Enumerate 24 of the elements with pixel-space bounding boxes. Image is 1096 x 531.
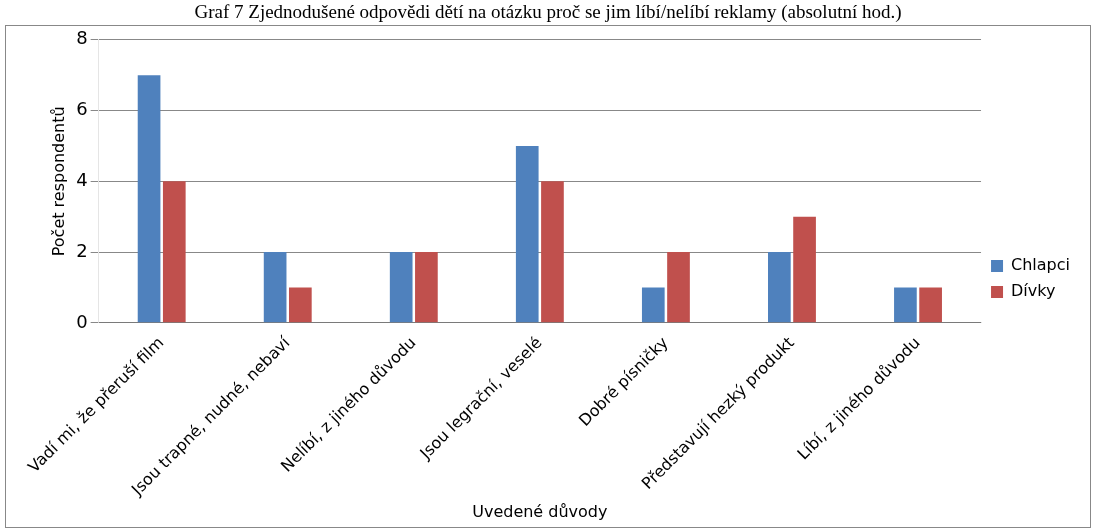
bar bbox=[137, 75, 161, 323]
bar bbox=[162, 181, 186, 323]
bar bbox=[263, 252, 287, 323]
bar bbox=[415, 252, 438, 323]
bar bbox=[919, 287, 942, 323]
bar bbox=[541, 181, 564, 323]
bar bbox=[768, 252, 791, 323]
bar bbox=[389, 252, 413, 323]
legend-label: Dívky bbox=[1011, 281, 1056, 301]
bar bbox=[641, 287, 665, 323]
y-tick-label: 0 bbox=[76, 310, 88, 332]
bar bbox=[894, 287, 917, 323]
y-tick-label: 6 bbox=[76, 98, 88, 120]
bar bbox=[793, 216, 816, 323]
legend-label: Chlapci bbox=[1011, 255, 1071, 275]
y-tick-label: 2 bbox=[76, 239, 88, 261]
bar bbox=[515, 145, 539, 323]
bar bbox=[667, 252, 690, 323]
y-tick-label: 8 bbox=[76, 27, 88, 49]
chart-title: Graf 7 Zjednodušené odpovědi dětí na otázku proč se jim líbí/nelíbí reklamy (absolutní hod.) bbox=[193, 0, 903, 24]
y-axis-title: Počet respondentů bbox=[48, 106, 68, 257]
bar bbox=[289, 287, 312, 323]
x-axis-title: Uvedené důvody bbox=[472, 501, 608, 521]
y-tick-label: 4 bbox=[76, 169, 88, 190]
